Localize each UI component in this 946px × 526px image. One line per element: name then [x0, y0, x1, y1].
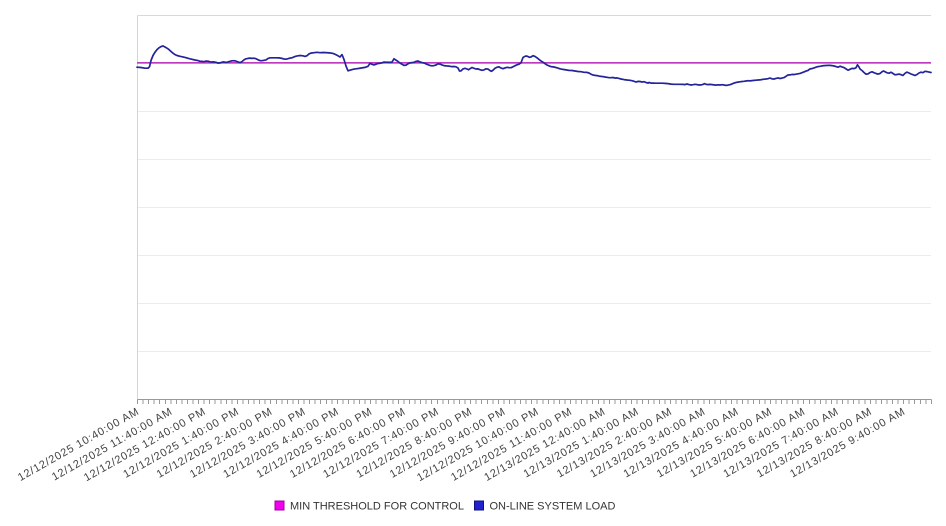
- svg-text:MIN THRESHOLD FOR CONTROL: MIN THRESHOLD FOR CONTROL: [290, 501, 464, 513]
- svg-text:ON-LINE SYSTEM LOAD: ON-LINE SYSTEM LOAD: [490, 501, 616, 513]
